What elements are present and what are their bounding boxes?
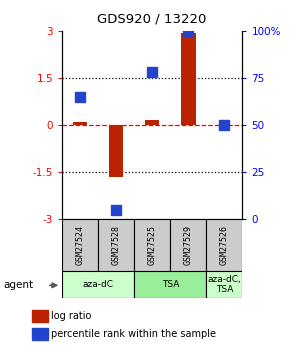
Point <box>114 207 118 213</box>
Text: GSM27525: GSM27525 <box>148 225 157 265</box>
Text: GSM27529: GSM27529 <box>184 225 193 265</box>
Point <box>222 122 227 128</box>
Point <box>150 69 155 75</box>
Point <box>186 28 191 34</box>
Text: GSM27528: GSM27528 <box>112 225 121 265</box>
Bar <box>109 125 123 177</box>
Text: percentile rank within the sample: percentile rank within the sample <box>51 329 216 339</box>
Text: agent: agent <box>3 280 33 290</box>
Bar <box>145 120 159 125</box>
Bar <box>134 219 170 271</box>
Bar <box>32 328 48 339</box>
Text: aza-dC,
TSA: aza-dC, TSA <box>208 275 241 294</box>
Bar <box>206 271 242 298</box>
Text: GDS920 / 13220: GDS920 / 13220 <box>97 12 206 25</box>
Bar <box>206 219 242 271</box>
Text: TSA: TSA <box>161 280 179 289</box>
Text: log ratio: log ratio <box>51 311 91 321</box>
Bar <box>134 271 206 298</box>
Text: aza-dC: aza-dC <box>83 280 114 289</box>
Bar <box>170 219 206 271</box>
Bar <box>62 271 134 298</box>
Bar <box>98 219 134 271</box>
Point <box>78 94 82 100</box>
Text: GSM27526: GSM27526 <box>220 225 229 265</box>
Bar <box>62 219 98 271</box>
Bar <box>73 122 87 125</box>
Bar <box>181 33 195 125</box>
Bar <box>32 310 48 322</box>
Text: GSM27524: GSM27524 <box>76 225 85 265</box>
